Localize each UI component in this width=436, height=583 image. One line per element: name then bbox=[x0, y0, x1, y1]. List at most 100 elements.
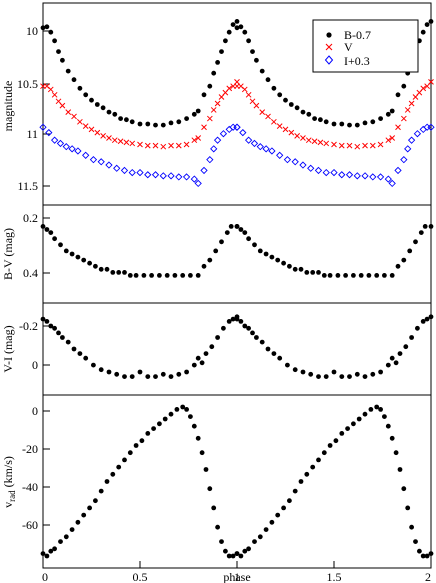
data-point-p2-s0-19-1 bbox=[354, 371, 360, 377]
data-point-p0-s2-19-1 bbox=[369, 173, 377, 181]
data-point-p2-s0-8-0 bbox=[77, 351, 83, 356]
data-point-p0-s1-14-1 bbox=[305, 137, 312, 144]
data-point-p2-s0-24-1 bbox=[389, 355, 395, 361]
data-point-p3-s0-5-1 bbox=[257, 534, 263, 540]
data-point-p0-s0-29-0 bbox=[211, 70, 217, 76]
data-point-p2-s0-10-1 bbox=[285, 362, 290, 368]
data-point-p0-s0-22-1 bbox=[362, 120, 368, 126]
data-point-p3-s0-17-1 bbox=[327, 443, 333, 448]
data-point-p2-s0-32-1 bbox=[428, 314, 434, 320]
data-point-p0-s1-22-0 bbox=[168, 142, 174, 149]
data-point-p2-s0-1-1 bbox=[238, 319, 244, 324]
panel-magnitude: magnitude 10 10.5 11 11.5 B-0.7 V I+0.3 bbox=[1, 2, 435, 206]
data-point-p3-s0-26-1 bbox=[378, 407, 383, 412]
data-point-p2-s0-9-1 bbox=[277, 355, 283, 361]
data-point-p3-s0-24-0 bbox=[174, 407, 180, 412]
legend-marker-b bbox=[326, 32, 332, 38]
data-point-p3-s0-25-0 bbox=[180, 404, 186, 410]
data-point-p3-s0-20-0 bbox=[151, 426, 157, 431]
data-point-p2-s0-0-0 bbox=[40, 316, 46, 322]
data-point-p2-s0-14-1 bbox=[316, 374, 321, 379]
ytick-label-v0: 0 bbox=[32, 404, 38, 418]
legend-marker-v bbox=[325, 43, 333, 51]
data-point-p0-s1-15-1 bbox=[311, 138, 318, 145]
data-point-p0-s0-27-1 bbox=[395, 92, 401, 98]
data-point-p1-s0-20-0 bbox=[157, 273, 162, 278]
xtick-label-1.5: 1.5 bbox=[327, 570, 342, 583]
data-point-p1-s0-32-0 bbox=[234, 224, 240, 229]
data-point-p0-s2-26-0 bbox=[213, 136, 222, 144]
data-point-p0-s0-15-1 bbox=[312, 116, 317, 121]
data-point-p2-s0-19-0 bbox=[160, 371, 166, 377]
data-point-p0-s2-29-1 bbox=[423, 123, 431, 131]
data-point-p1-s0-8-1 bbox=[275, 257, 281, 263]
data-point-p3-s0-13-0 bbox=[110, 471, 116, 477]
data-point-p0-s1-8-0 bbox=[77, 118, 83, 125]
data-point-p1-s0-6-0 bbox=[69, 251, 75, 257]
data-point-p0-s1-21-0 bbox=[160, 143, 167, 150]
data-point-p1-s0-30-0 bbox=[224, 230, 230, 236]
panel-vrad-ylabel: vrad (km/s) bbox=[1, 456, 17, 508]
data-point-p0-s0-18-1 bbox=[331, 121, 337, 127]
data-point-p0-s2-3-1 bbox=[250, 139, 259, 148]
panel-bv-marks bbox=[40, 224, 434, 278]
data-point-p3-s0-35-0 bbox=[219, 539, 224, 544]
data-point-p1-s0-11-1 bbox=[292, 266, 298, 272]
data-point-p0-s2-0-1 bbox=[233, 123, 241, 131]
data-point-p0-s1-18-1 bbox=[331, 141, 337, 148]
data-point-p3-s0-10-0 bbox=[93, 498, 98, 504]
data-point-p0-s0-1-0 bbox=[44, 24, 50, 30]
data-point-p2-s0-25-0 bbox=[199, 360, 205, 366]
data-point-p2-s0-17-1 bbox=[339, 374, 345, 379]
data-point-p0-s2-10-0 bbox=[105, 161, 113, 169]
data-point-p0-s2-9-0 bbox=[97, 158, 105, 166]
data-point-p1-s0-31-1 bbox=[422, 224, 428, 229]
data-point-p0-s2-22-0 bbox=[194, 179, 202, 188]
data-point-p1-s0-21-1 bbox=[358, 273, 364, 278]
data-point-p2-s0-16-0 bbox=[137, 369, 143, 375]
data-point-p1-s0-5-1 bbox=[257, 248, 263, 254]
data-point-p1-s0-4-1 bbox=[252, 242, 257, 248]
ytick-label-0.4: 0.4 bbox=[23, 266, 38, 280]
ytick-label-10.5: 10.5 bbox=[17, 77, 38, 91]
data-point-p0-s2-7-0 bbox=[82, 151, 90, 159]
data-point-p3-s0-19-1 bbox=[339, 431, 345, 436]
data-point-p0-s0-23-0 bbox=[176, 119, 182, 125]
data-point-p0-s2-21-0 bbox=[190, 175, 198, 183]
data-point-p1-s0-15-1 bbox=[316, 270, 321, 275]
data-point-p2-s0-26-1 bbox=[397, 351, 403, 356]
data-point-p0-s2-14-0 bbox=[136, 168, 144, 177]
data-point-p2-s0-18-1 bbox=[347, 374, 352, 379]
data-point-p3-s0-27-1 bbox=[382, 414, 387, 419]
data-point-p2-s0-18-0 bbox=[153, 374, 158, 379]
data-point-p1-s0-28-0 bbox=[213, 248, 219, 254]
data-point-p3-s0-33-1 bbox=[405, 505, 411, 511]
data-point-p3-s0-1-0 bbox=[44, 553, 50, 559]
data-point-p1-s0-7-1 bbox=[269, 254, 275, 260]
data-point-p0-s0-5-1 bbox=[254, 57, 259, 63]
data-point-p1-s0-16-1 bbox=[321, 273, 327, 278]
data-point-p3-s0-20-1 bbox=[345, 426, 350, 431]
data-point-p3-s0-39-0 bbox=[234, 551, 240, 556]
data-point-p1-s0-24-1 bbox=[382, 273, 387, 278]
data-point-p3-s0-25-1 bbox=[374, 404, 380, 410]
data-point-p0-s0-24-1 bbox=[378, 116, 383, 121]
data-point-p0-s1-3-1 bbox=[245, 91, 252, 98]
panel-vrad-frame bbox=[42, 394, 432, 569]
data-point-p0-s1-33-1 bbox=[420, 85, 427, 92]
data-point-p3-s0-15-0 bbox=[122, 457, 127, 463]
data-point-p3-s0-16-1 bbox=[321, 450, 327, 456]
data-point-p1-s0-26-0 bbox=[201, 263, 207, 269]
data-point-p2-s0-3-0 bbox=[52, 325, 57, 331]
data-point-p3-s0-14-1 bbox=[310, 464, 316, 470]
data-point-p2-s0-28-0 bbox=[215, 335, 221, 340]
data-point-p1-s0-3-1 bbox=[246, 236, 252, 242]
data-point-p0-s1-21-1 bbox=[354, 143, 361, 150]
data-point-p2-s0-32-0 bbox=[234, 314, 240, 320]
data-point-p3-s0-19-0 bbox=[145, 431, 151, 436]
panel-bv: B-V (mag) 0.2 0.4 bbox=[1, 204, 434, 304]
data-point-p0-s1-19-0 bbox=[144, 142, 151, 149]
data-point-p3-s0-38-0 bbox=[230, 553, 236, 559]
data-point-p1-s0-22-0 bbox=[172, 273, 178, 278]
data-point-p1-s0-28-1 bbox=[407, 248, 413, 254]
